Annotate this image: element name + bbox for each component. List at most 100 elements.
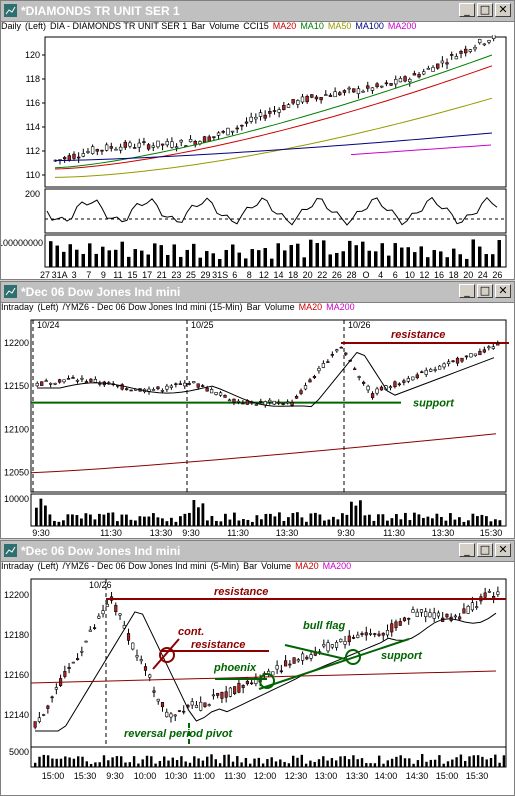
candle-up (254, 116, 258, 120)
window-5min-ym[interactable]: *Dec 06 Dow Jones Ind mini _ □ ✕ Intrada… (0, 540, 515, 796)
candle-up (211, 694, 216, 697)
window-15min-ym[interactable]: *Dec 06 Dow Jones Ind mini _ □ ✕ Intrada… (0, 281, 515, 539)
volume-bar (219, 521, 223, 526)
volume-bar (249, 763, 252, 767)
volume-bar (323, 520, 326, 526)
info-bar-item: DIA - DIAMONDS TR UNIT SER 1 (50, 21, 188, 31)
volume-bar (107, 512, 110, 526)
candle-down (76, 156, 81, 159)
minimize-button[interactable]: _ (459, 543, 475, 557)
info-bar-item: Bar (191, 21, 206, 31)
x-tick-label: 23 (171, 270, 181, 279)
x-tick-label: 13:30 (150, 528, 173, 538)
volume-bar (476, 755, 480, 767)
volume-bar (484, 254, 488, 267)
candle-down (89, 378, 93, 382)
volume-bar (386, 520, 389, 526)
candle-down (177, 710, 182, 712)
close-button[interactable]: ✕ (495, 284, 511, 298)
candle-down (216, 692, 220, 696)
candle-down (445, 613, 449, 618)
volume-bar (276, 243, 280, 267)
candle-up (271, 671, 275, 676)
candle-down (338, 92, 342, 96)
candle-up (194, 704, 199, 708)
candle-up (80, 650, 84, 653)
volume-bar (373, 763, 377, 767)
candle-up (321, 363, 326, 368)
cont-circle (159, 647, 175, 663)
window-daily-dia[interactable]: *DIAMONDS TR UNIT SER 1 _ □ ✕ Daily (Left… (0, 0, 515, 280)
candle-down (50, 696, 54, 699)
candle-down (455, 357, 460, 364)
x-tick-label: 13:30 (432, 528, 455, 538)
x-tick-label: 12 (419, 270, 429, 279)
info-bar-item: (5-Min) (210, 561, 240, 571)
volume-bar (231, 244, 235, 267)
candle-down (187, 383, 191, 385)
volume-bar (485, 759, 488, 767)
candle-up (357, 376, 361, 378)
candle-up (230, 130, 235, 133)
volume-bar (158, 760, 162, 767)
close-button[interactable]: ✕ (495, 3, 511, 17)
volume-bar (380, 243, 384, 267)
volume-bar (417, 514, 421, 526)
volume-bar (497, 240, 501, 267)
volume-bar (318, 514, 322, 526)
candle-up (218, 392, 223, 396)
volume-bar (180, 756, 183, 767)
volume-tick-label: 100000000 (1, 238, 43, 248)
x-tick-label: 11:30 (100, 528, 122, 538)
volume-bar (197, 507, 200, 526)
candle-up (446, 361, 451, 364)
ma200-line (30, 433, 497, 474)
window-titlebar[interactable]: *Dec 06 Dow Jones Ind mini _ □ ✕ (1, 282, 514, 303)
price-tick-label: 12150 (4, 381, 29, 391)
candle-up (114, 148, 118, 151)
volume-bar (494, 519, 497, 526)
maximize-button[interactable]: □ (477, 543, 493, 557)
candle-up (75, 379, 80, 382)
candle-down (379, 386, 384, 391)
volume-bar (399, 755, 402, 767)
intraday-15min-chart[interactable]: 12200 12150 12100 12050 10/24 10/25 10/26 resis… (1, 316, 514, 538)
ma20-line (54, 65, 493, 170)
x-tick-label: 3 (72, 270, 77, 279)
volume-bar (62, 251, 66, 267)
candle-up (473, 46, 477, 50)
volume-bar (489, 521, 493, 526)
maximize-button[interactable]: □ (477, 3, 493, 17)
volume-bar (236, 756, 239, 767)
price-tick-label: 114 (26, 122, 40, 132)
candle-up (334, 642, 339, 648)
volume-bar (68, 757, 71, 767)
minimize-button[interactable]: _ (459, 3, 475, 17)
window-titlebar[interactable]: *DIAMONDS TR UNIT SER 1 _ □ ✕ (1, 1, 514, 22)
volume-bar (425, 761, 428, 767)
close-button[interactable]: ✕ (495, 543, 511, 557)
minimize-button[interactable]: _ (459, 284, 475, 298)
window-titlebar[interactable]: *Dec 06 Dow Jones Ind mini _ □ ✕ (1, 541, 514, 562)
maximize-button[interactable]: □ (477, 284, 493, 298)
candle-up (388, 386, 393, 389)
candle-down (292, 657, 296, 664)
candle-down (282, 105, 286, 110)
volume-bar (138, 516, 142, 526)
candle-down (393, 381, 397, 388)
candle-up (258, 112, 263, 117)
volume-bar (94, 762, 97, 767)
volume-bar (111, 757, 114, 767)
volume-bar (328, 254, 332, 267)
x-tick-label: 16 (434, 270, 444, 279)
volume-bar (359, 500, 362, 526)
intraday-5min-chart[interactable]: 12200 12180 12160 12140 10/26 resistance resis… (1, 575, 514, 795)
volume-bar (188, 512, 191, 526)
candle-down (263, 114, 267, 119)
candle-down (250, 682, 254, 685)
candle-down (402, 617, 407, 622)
candle-up (118, 613, 122, 616)
candle-down (294, 396, 299, 399)
candle-up (160, 390, 165, 392)
